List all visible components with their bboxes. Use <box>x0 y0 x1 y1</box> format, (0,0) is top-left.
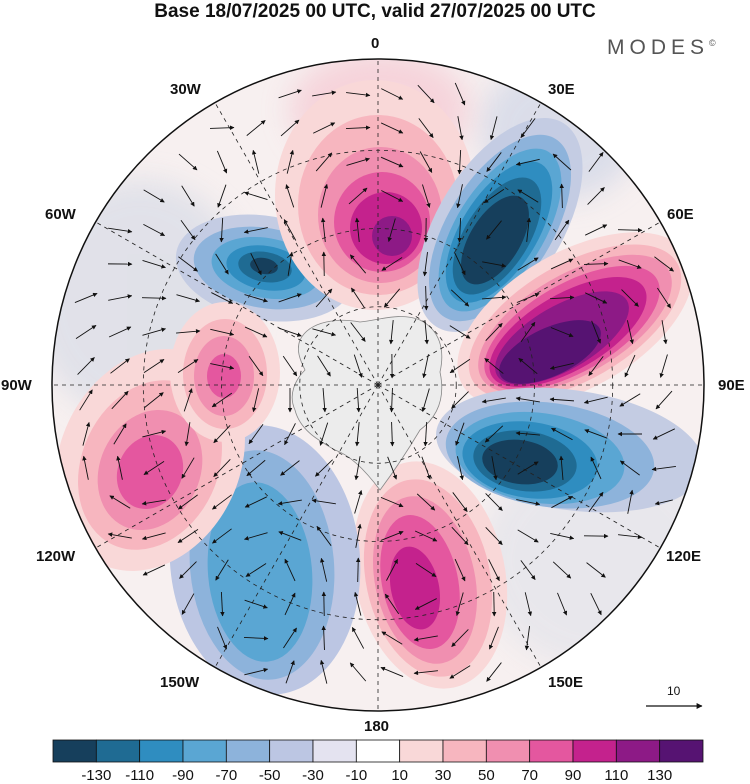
colorbar-tick-label: -130 <box>81 767 111 784</box>
map-disk <box>20 50 722 711</box>
modes-logo: MODES© <box>607 36 716 60</box>
colorbar-tick-label: -30 <box>302 767 324 784</box>
colorbar-swatch <box>140 740 183 762</box>
label-lon-90w: 90W <box>1 377 32 394</box>
colorbar-tick-label: -50 <box>259 767 281 784</box>
brand-text: MODES <box>607 36 709 59</box>
label-lon-150e: 150E <box>548 674 583 691</box>
label-lon-30e: 30E <box>548 81 575 98</box>
colorbar-tick-label: -10 <box>345 767 367 784</box>
label-lon-90e: 90E <box>718 377 745 394</box>
reference-vector-label: 10 <box>667 684 680 698</box>
wind-vector <box>358 558 359 582</box>
label-lon-30w: 30W <box>170 81 201 98</box>
colorbar-tick-label: -70 <box>215 767 237 784</box>
wind-vector <box>618 230 642 231</box>
amundsen-high <box>170 302 280 442</box>
colorbar-tick-label: -110 <box>125 767 154 784</box>
colorbar-tick-label: 30 <box>435 767 452 784</box>
colorbar-tick-label: 90 <box>565 767 582 784</box>
label-lon-60w: 60W <box>45 206 76 223</box>
colorbar-swatch <box>530 740 573 762</box>
colorbar-tick-label: -90 <box>172 767 194 784</box>
colorbar-swatch <box>96 740 139 762</box>
colorbar <box>53 740 703 762</box>
colorbar-swatch <box>400 740 443 762</box>
colorbar-swatch <box>270 740 313 762</box>
colorbar-swatch <box>660 740 703 762</box>
colorbar-swatch <box>486 740 529 762</box>
colorbar-swatch <box>226 740 269 762</box>
label-lon-120e: 120E <box>666 548 701 565</box>
colorbar-swatch <box>53 740 96 762</box>
label-lon-150w: 150W <box>160 674 199 691</box>
colorbar-tick-label: 130 <box>647 767 672 784</box>
colorbar-swatch <box>356 740 399 762</box>
label-lon-120w: 120W <box>36 548 75 565</box>
colorbar-tick-label: 70 <box>521 767 538 784</box>
colorbar-swatch <box>573 740 616 762</box>
colorbar-swatch <box>183 740 226 762</box>
label-lon-180: 180 <box>364 718 389 735</box>
map-title: Base 18/07/2025 00 UTC, valid 27/07/2025… <box>0 0 750 24</box>
label-lon-60e: 60E <box>667 206 694 223</box>
brand-mark: © <box>709 38 716 48</box>
colorbar-tick-label: 50 <box>478 767 495 784</box>
label-lon-0: 0 <box>371 35 379 52</box>
colorbar-tick-label: 10 <box>391 767 408 784</box>
colorbar-swatch <box>443 740 486 762</box>
colorbar-swatch <box>616 740 659 762</box>
colorbar-tick-label: 110 <box>604 767 628 784</box>
wind-vector <box>494 592 495 616</box>
colorbar-swatch <box>313 740 356 762</box>
